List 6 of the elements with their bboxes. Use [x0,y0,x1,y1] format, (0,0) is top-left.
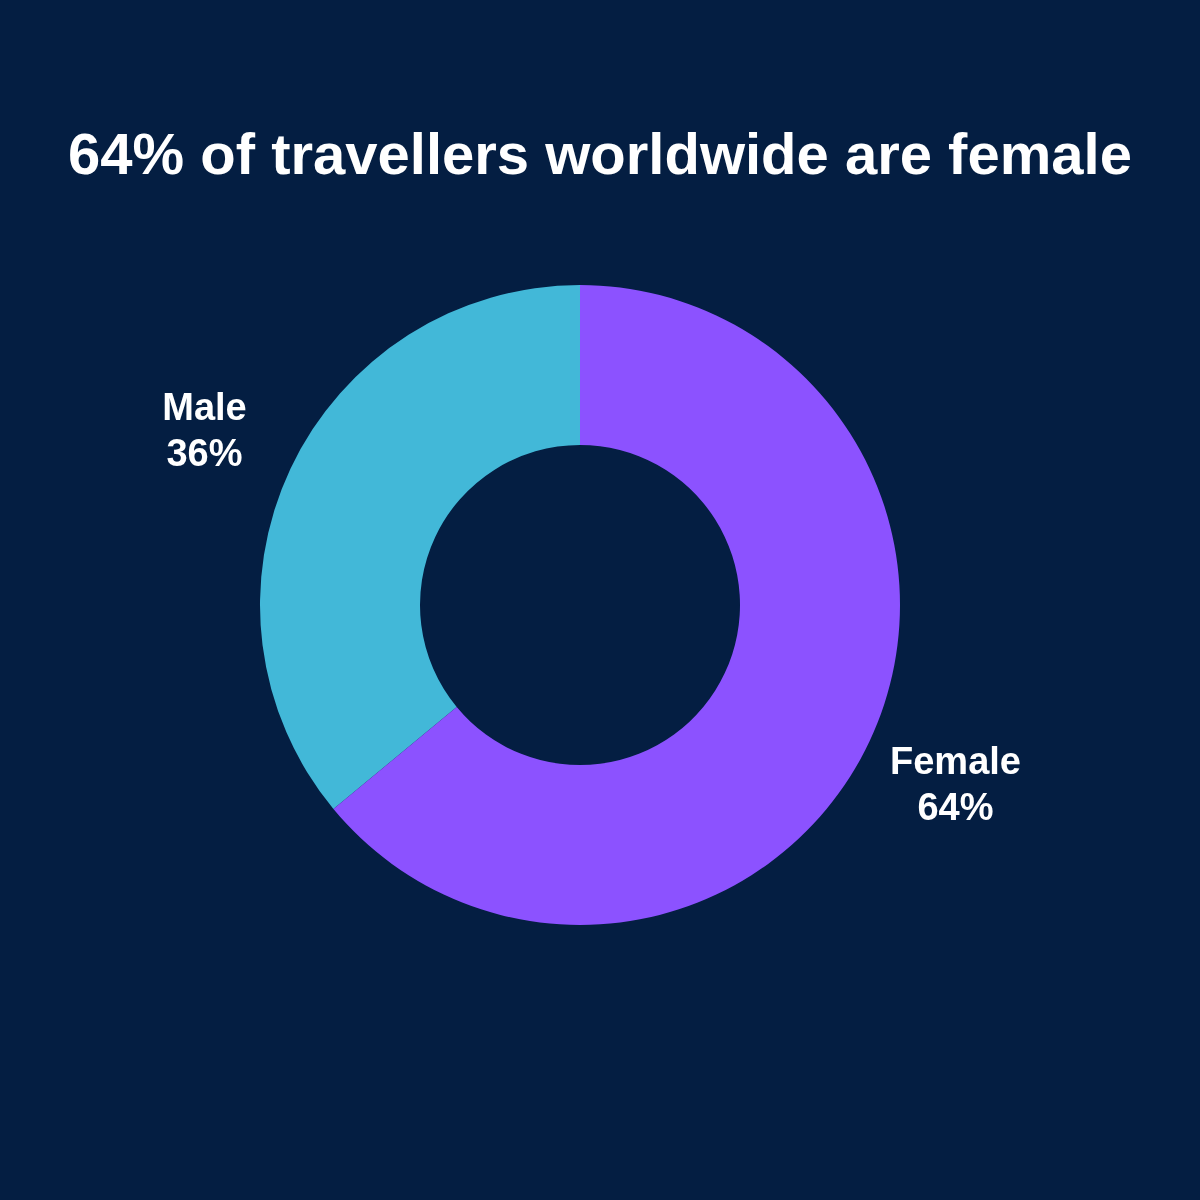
slice-label: Female [890,739,1021,782]
donut-slice [260,285,580,809]
data-label: 64% [917,785,994,828]
data-label: 36% [166,432,243,475]
slice-label: Male [162,386,247,429]
chart-title: 64% of travellers worldwide are female [67,120,1133,187]
